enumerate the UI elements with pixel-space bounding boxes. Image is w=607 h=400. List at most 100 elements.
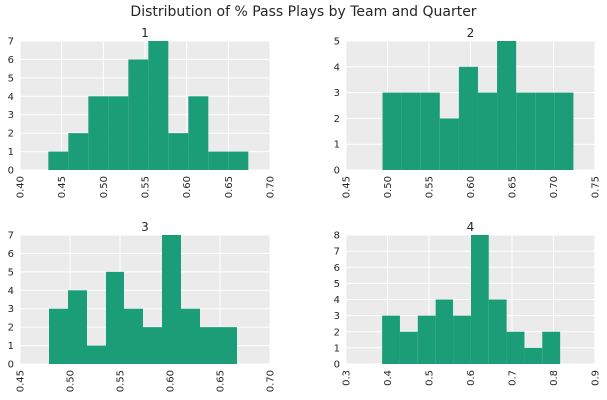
subplot-1: 0 1 2 3 4 5 6 7 0.40 0.45 0.50 0.55 0.60 0.65 0.70 1 [8,26,277,198]
histogram-bar [458,66,478,170]
histogram-bar [554,92,574,170]
y-tick-label: 1 [334,140,340,151]
histogram-bar [477,92,498,170]
x-tick-label: 0.70 [266,176,277,198]
y-tick-label: 0 [334,360,340,371]
y-tick-label: 7 [334,247,340,258]
x-tick-label: 0.40 [16,176,27,198]
histogram-bar [399,331,418,364]
x-tick-label: 0.3 [342,370,353,386]
histogram-bar [148,41,169,170]
figure-title: Distribution of % Pass Plays by Team and… [130,4,477,20]
x-tick-label: 0.65 [508,176,519,198]
y-tick-label: 5 [8,73,14,84]
x-tick-label: 0.8 [549,370,560,386]
subplot-title: 1 [141,26,149,40]
y-tick-label: 3 [8,110,14,121]
histogram-bar [417,315,436,364]
y-tick-label: 1 [8,341,14,352]
x-tick-label: 0.65 [224,176,235,198]
subplot-title: 3 [141,220,149,234]
histogram-bar [87,345,106,364]
histogram-bar [68,290,87,364]
x-tick-label: 0.4 [383,370,394,386]
y-tick-label: 3 [8,304,14,315]
histogram-bar [401,92,421,170]
histogram-bar [218,327,237,364]
y-tick-label: 0 [334,166,340,177]
histogram-bar [382,315,400,364]
histogram-bar [181,308,200,364]
y-tick-label: 4 [334,62,340,73]
histogram-bar [542,331,561,364]
x-tick-label: 0.50 [99,176,110,198]
x-tick-label: 0.65 [216,370,227,392]
subplot-4: 0 1 2 3 4 5 6 7 8 0.3 0.4 0.5 0.6 0.7 0.8 0.9 4 [334,220,602,386]
y-tick-label: 6 [8,55,14,66]
histogram-bar [143,327,162,364]
x-tick-label: 0.7 [508,370,519,386]
histogram-bar [420,92,440,170]
histogram-bar [188,96,209,170]
x-tick-label: 0.50 [66,370,77,392]
histogram-bar [200,327,218,364]
y-tick-label: 1 [334,343,340,354]
y-tick-label: 2 [8,323,14,334]
x-tick-label: 0.75 [591,176,602,198]
y-tick-label: 7 [8,231,14,242]
histogram-bar [162,235,181,364]
histogram-bar [470,235,489,364]
subplot-title: 2 [467,26,475,40]
histogram-bar [488,299,507,364]
x-tick-label: 0.50 [383,176,394,198]
histogram-bar [439,118,459,170]
y-tick-label: 4 [334,295,340,306]
subplot-2: 0 1 2 3 4 5 0.45 0.50 0.55 0.60 0.65 0.70 0.75 2 [334,26,602,198]
histogram-bar [168,133,189,170]
histogram-bar [516,92,536,170]
x-tick-label: 0.70 [549,176,560,198]
histogram-bar [106,271,124,364]
x-tick-label: 0.5 [425,370,436,386]
y-tick-label: 6 [8,249,14,260]
x-tick-label: 0.6 [466,370,477,386]
histogram-bar [535,92,555,170]
x-tick-label: 0.45 [342,176,353,198]
y-tick-label: 7 [8,37,14,48]
y-tick-label: 6 [334,263,340,274]
x-tick-label: 0.70 [266,370,277,392]
histogram-bar [382,92,402,170]
histogram-bar [524,347,543,364]
histogram-bar [128,59,149,170]
histogram-bar [49,308,68,364]
y-tick-label: 2 [8,129,14,140]
y-tick-label: 0 [8,166,14,177]
y-tick-label: 5 [8,267,14,278]
x-tick-label: 0.45 [16,370,27,392]
histogram-bar [228,151,249,170]
histogram-bar [435,299,454,364]
histogram-bar [497,41,517,170]
y-tick-label: 1 [8,147,14,158]
histogram-bar [208,151,229,170]
y-tick-label: 8 [334,231,340,242]
y-tick-label: 2 [334,114,340,125]
y-tick-label: 2 [334,327,340,338]
y-tick-label: 4 [8,286,14,297]
subplot-3: 0 1 2 3 4 5 6 7 0.45 0.50 0.55 0.60 0.65 0.70 3 [8,220,277,392]
x-tick-label: 0.55 [116,370,127,392]
x-tick-label: 0.60 [182,176,193,198]
y-tick-label: 5 [334,279,340,290]
x-tick-label: 0.9 [591,370,602,386]
y-tick-label: 4 [8,92,14,103]
y-tick-label: 3 [334,88,340,99]
histogram-bar [88,96,109,170]
histogram-bar [108,96,129,170]
histogram-bar [124,308,143,364]
histogram-bar [68,133,89,170]
histogram-bar [48,151,69,170]
x-tick-label: 0.60 [466,176,477,198]
subplot-title: 4 [467,220,475,234]
